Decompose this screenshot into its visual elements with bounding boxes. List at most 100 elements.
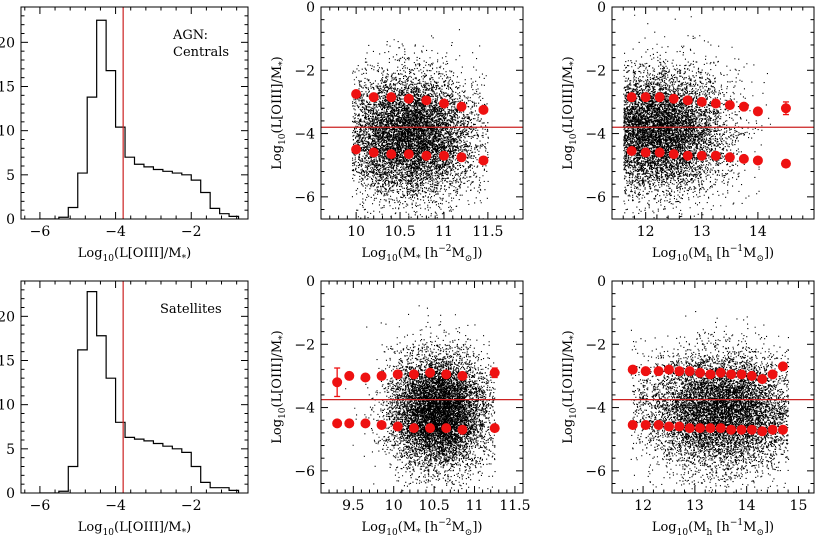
scatter-centrals-mh-lower-marker — [738, 153, 749, 164]
scatter-satellites-mh-lower-marker — [767, 424, 778, 435]
scatter-centrals-mstar-point-cloud — [351, 29, 489, 219]
scatter-satellites-mh-y-tick-label: −6 — [585, 464, 606, 480]
scatter-centrals-mstar-upper-marker — [403, 93, 414, 104]
scatter-centrals-mh-x-tick-label: 14 — [749, 224, 767, 240]
scatter-centrals-mh-upper-marker — [710, 98, 721, 109]
scatter-centrals-mstar-y-tick-label: −2 — [294, 63, 315, 79]
scatter-centrals-mh-upper-marker — [752, 106, 763, 117]
scatter-satellites-mh-x-tick-label: 14 — [738, 498, 756, 514]
scatter-centrals-mh-lower-marker — [710, 150, 721, 161]
hist-satellites-x-tick-label: −2 — [181, 498, 202, 514]
scatter-satellites-mh-lower-marker — [715, 423, 726, 434]
scatter-satellites-mstar-x-tick-label: 10 — [385, 498, 403, 514]
scatter-satellites-mh-lower-marker — [653, 419, 664, 430]
scatter-satellites-mstar-x-axis-title: Log10(M* [h−2M⊙]) — [362, 518, 483, 538]
scatter-satellites-mh-upper-marker — [767, 369, 778, 380]
scatter-centrals-mh-x-tick-label: 12 — [637, 224, 655, 240]
scatter-satellites-mstar-panel: 9.5 10 10.5 11 11.5 −6 −4 −2 0 Log10(M* [h−2M⊙]) L… — [270, 274, 531, 538]
scatter-centrals-mh-x-tick-label: 13 — [693, 224, 711, 240]
scatter-satellites-mh-upper-marker — [715, 367, 726, 378]
scatter-centrals-mstar-y-tick-label: −6 — [294, 190, 315, 206]
scatter-satellites-mh-lower-marker — [640, 419, 651, 430]
scatter-centrals-mh-upper-marker — [626, 92, 637, 103]
scatter-satellites-mh-y-tick-label: 0 — [597, 274, 606, 290]
scatter-satellites-mh-frame — [611, 280, 815, 494]
scatter-centrals-mh-plot-area — [612, 14, 814, 219]
hist-centrals-y-tick-label: 15 — [0, 80, 15, 96]
scatter-satellites-mstar-upper-marker — [441, 369, 452, 380]
scatter-satellites-mh-upper-marker — [627, 364, 638, 375]
hist-centrals-annotation: Centrals — [173, 45, 229, 60]
hist-satellites-panel: −6−4−205101520Log10(L[OIII]/M*)Fraction … — [0, 280, 249, 538]
hist-satellites-x-axis-title: Log10(L[OIII]/M*) — [78, 520, 191, 538]
scatter-satellites-mh-upper-marker — [726, 369, 737, 380]
scatter-centrals-mstar-lower-marker — [368, 147, 379, 158]
scatter-satellites-mstar-y-tick-label: −4 — [294, 401, 315, 417]
scatter-satellites-mstar-lower-marker — [489, 423, 500, 434]
scatter-centrals-mstar-lower-marker — [478, 155, 489, 166]
scatter-satellites-mstar-upper-marker — [392, 369, 403, 380]
hist-satellites-x-tick-label: −6 — [30, 498, 51, 514]
scatter-satellites-mh-lower-marker — [663, 421, 674, 432]
scatter-centrals-mh-lower-marker — [696, 150, 707, 161]
hist-centrals-panel: −6−4−205101520Log10(L[OIII]/M*)Fraction … — [0, 6, 249, 264]
scatter-centrals-mstar-y-tick-label: −4 — [294, 127, 315, 143]
scatter-centrals-mh-y-tick-label: −6 — [585, 190, 606, 206]
scatter-satellites-mstar-x-tick-label: 9.5 — [342, 498, 364, 514]
scatter-satellites-mh-lower-marker — [695, 423, 706, 434]
scatter-satellites-mh-plot-area — [612, 311, 814, 493]
scatter-satellites-mh-lower-marker — [746, 424, 757, 435]
scatter-centrals-mstar-y-axis-title: Log10(L[OIII]/M*) — [270, 56, 288, 169]
hist-satellites-y-tick-label: 20 — [0, 309, 15, 325]
scatter-centrals-mh-upper-marker — [640, 92, 651, 103]
scatter-satellites-mstar-point-cloud — [345, 305, 496, 493]
scatter-centrals-mh-lower-marker — [640, 147, 651, 158]
scatter-centrals-mstar-plot-area — [321, 29, 523, 219]
scatter-satellites-mh-lower-marker — [627, 419, 638, 430]
scatter-satellites-mh-upper-marker — [684, 366, 695, 377]
hist-centrals-y-tick-label: 20 — [0, 35, 15, 51]
scatter-satellites-mh-lower-marker — [684, 423, 695, 434]
scatter-satellites-mh-point-cloud — [630, 311, 790, 493]
hist-centrals-y-tick-label: 0 — [6, 212, 15, 228]
scatter-centrals-mstar-x-tick-label: 10.5 — [384, 224, 415, 240]
scatter-centrals-mstar-lower-marker — [351, 144, 362, 155]
scatter-satellites-mstar-x-tick-label: 10.5 — [419, 498, 450, 514]
scatter-centrals-mstar-x-tick-label: 11.5 — [472, 224, 503, 240]
scatter-satellites-mh-lower-marker — [736, 424, 747, 435]
scatter-satellites-mstar-upper-marker — [457, 370, 468, 381]
hist-centrals-histogram-step — [39, 19, 240, 219]
scatter-satellites-mstar-x-tick-label: 11 — [466, 498, 484, 514]
scatter-satellites-mstar-upper-marker — [360, 372, 371, 383]
hist-centrals-x-tick-label: −6 — [30, 224, 51, 240]
scatter-satellites-mstar-lower-marker — [425, 423, 436, 434]
scatter-centrals-mstar-upper-marker — [421, 95, 432, 106]
scatter-centrals-mh-lower-marker — [780, 158, 791, 169]
scatter-satellites-mh-upper-marker — [757, 374, 768, 385]
scatter-centrals-mstar-x-axis-title: Log10(M* [h−2M⊙]) — [362, 244, 483, 264]
scatter-satellites-mstar-lower-marker — [408, 423, 419, 434]
scatter-centrals-mh-panel: 12 13 14 −6 −4 −2 0 Log10(Mh [h−1M⊙]) Log10(L[OI… — [561, 0, 815, 264]
scatter-satellites-mh-lower-marker — [757, 426, 768, 437]
scatter-satellites-mstar-y-tick-label: −6 — [294, 464, 315, 480]
scatter-centrals-mstar-y-tick-label: 0 — [306, 0, 315, 16]
scatter-centrals-mh-y-axis-title: Log10(L[OIII]/M*) — [561, 56, 579, 169]
scatter-satellites-mh-lower-marker — [674, 421, 685, 432]
hist-centrals-x-tick-label: −2 — [181, 224, 202, 240]
scatter-satellites-mstar-y-axis-title: Log10(L[OIII]/M*) — [270, 330, 288, 443]
scatter-satellites-mstar-y-tick-label: −2 — [294, 337, 315, 353]
hist-centrals-x-axis-title: Log10(L[OIII]/M*) — [78, 246, 191, 264]
scatter-centrals-mh-lower-marker — [752, 155, 763, 166]
scatter-centrals-mh-y-tick-label: −2 — [585, 63, 606, 79]
scatter-centrals-mstar-lower-marker — [403, 149, 414, 160]
scatter-satellites-mh-upper-marker — [640, 366, 651, 377]
scatter-satellites-mstar-lower-marker — [457, 424, 468, 435]
scatter-satellites-mh-lower-marker — [777, 424, 788, 435]
scatter-centrals-mh-upper-marker — [668, 93, 679, 104]
scatter-satellites-mh-panel: 12 13 14 15 −6 −4 −2 0 Log10(Mh [h−1M⊙]) Log10(L[… — [561, 274, 815, 538]
scatter-centrals-mh-x-axis-title: Log10(Mh [h−1M⊙]) — [652, 244, 774, 264]
hist-satellites-annotation: Satellites — [160, 302, 222, 317]
scatter-centrals-mh-upper-marker — [654, 92, 665, 103]
scatter-satellites-mstar-lower-marker — [344, 418, 355, 429]
scatter-centrals-mh-point-cloud — [623, 14, 771, 219]
